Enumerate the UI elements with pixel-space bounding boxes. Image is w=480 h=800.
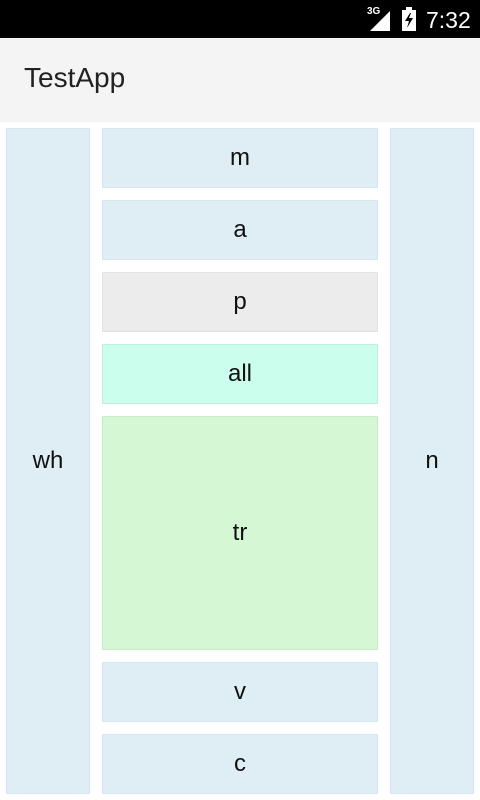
center-item-label: a [233,216,247,243]
right-column-label: n [425,447,439,474]
status-bar: 3G 7:32 [0,0,480,38]
center-item-all: all [102,344,378,404]
center-item-a: a [102,200,378,260]
left-column-label: wh [32,447,64,474]
action-bar: TestApp [0,38,480,122]
center-item-tr: tr [102,416,378,650]
battery-icon [402,7,416,31]
right-column-panel: n [390,128,474,794]
center-item-label: c [234,750,246,777]
center-item-v: v [102,662,378,722]
app-title: TestApp [24,62,126,93]
center-item-label: m [230,144,250,171]
center-item-label: v [234,678,246,705]
center-item-label: all [227,360,252,387]
center-item-label: p [233,288,247,315]
signal-icon [370,11,390,31]
center-item-m: m [102,128,378,188]
left-column-panel: wh [6,128,90,794]
status-time: 7:32 [426,7,471,33]
center-item-c: c [102,734,378,794]
center-item-label: tr [232,519,248,546]
center-item-p: p [102,272,378,332]
network-type-label: 3G [367,6,381,17]
